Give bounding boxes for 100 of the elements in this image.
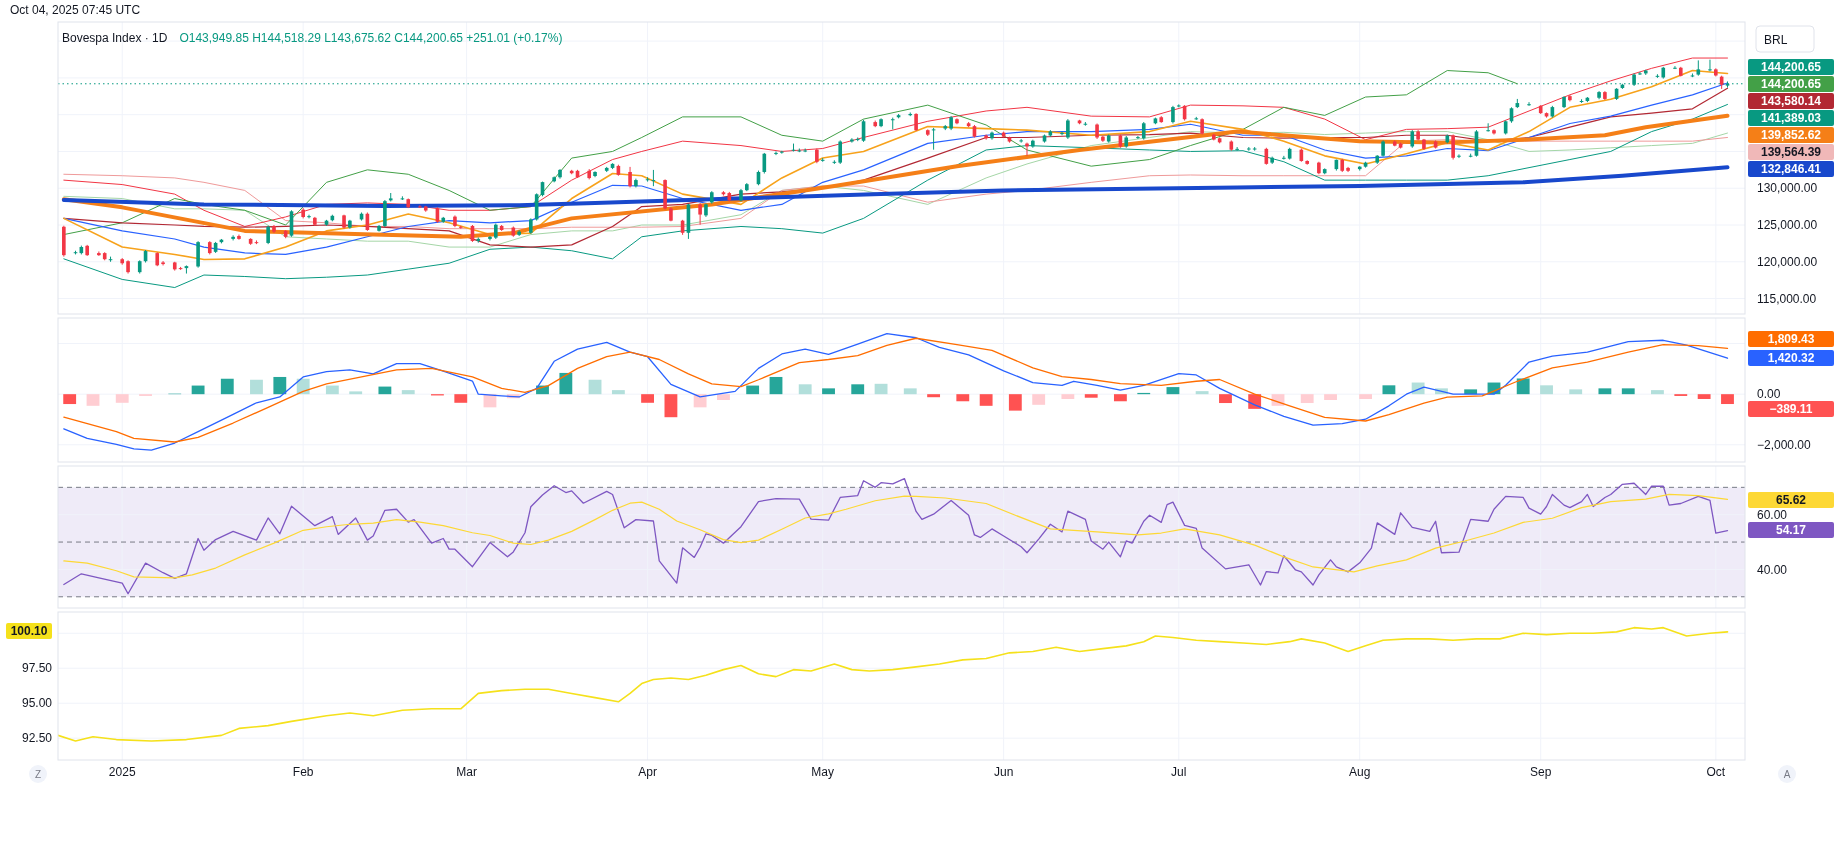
text: 100.10 — [10, 624, 48, 639]
bar — [1084, 394, 1098, 398]
round-button: A — [1778, 765, 1796, 783]
line-series — [63, 57, 1728, 227]
bar — [1359, 394, 1372, 399]
candlestick — [774, 150, 778, 156]
candlestick — [1527, 101, 1531, 107]
x-tick-label: Jul — [1171, 765, 1187, 779]
text: 144,200.65 — [1760, 60, 1822, 75]
text: 139,564.39 — [1760, 145, 1822, 160]
y-tick-label: 97.50 — [21, 661, 53, 676]
bar — [822, 388, 835, 395]
bar — [927, 394, 941, 398]
text: 65.62 — [1775, 493, 1807, 508]
text: −389.11 — [1769, 402, 1813, 417]
line-series — [61, 165, 1730, 208]
text: 144,200.65 — [1760, 77, 1822, 92]
bar — [273, 376, 287, 395]
bar — [746, 385, 760, 395]
x-tick-label: Aug — [1349, 765, 1371, 779]
bar — [250, 379, 263, 395]
bar — [956, 394, 970, 402]
x-tick-label: Jun — [993, 765, 1014, 779]
bar — [588, 379, 602, 395]
y-tick-label: −2,000.00 — [1757, 437, 1812, 452]
candlestick — [161, 260, 165, 266]
bar — [664, 394, 678, 418]
bar — [325, 385, 339, 395]
bar — [1166, 387, 1180, 395]
bar — [1195, 391, 1209, 395]
x-tick-label: Mar — [456, 765, 477, 779]
candlestick — [1066, 118, 1070, 140]
bar — [851, 384, 865, 395]
text: BRL — [1764, 33, 1788, 48]
candlestick — [488, 235, 492, 241]
bar — [1621, 388, 1635, 395]
y-tick-label: 95.00 — [21, 696, 53, 711]
candlestick — [628, 166, 632, 188]
text: 1,420.32 — [1767, 351, 1815, 366]
bar — [1113, 394, 1127, 402]
candlestick — [1235, 146, 1239, 152]
y-tick-label: 120,000.00 — [1757, 254, 1818, 269]
bar — [1697, 394, 1711, 399]
candlestick — [231, 234, 235, 241]
bar — [769, 376, 783, 395]
text: 143,580.14 — [1760, 94, 1822, 109]
y-tick-label: 130,000.00 — [1757, 181, 1818, 196]
candlestick — [1708, 59, 1712, 72]
bar — [611, 390, 625, 395]
line-series — [63, 70, 1518, 236]
text: 1,809.43 — [1767, 332, 1815, 347]
bar — [1540, 385, 1553, 395]
x-tick-label: Sep — [1530, 765, 1552, 779]
bar — [641, 394, 654, 403]
candlestick — [838, 139, 843, 165]
x-tick-label: Apr — [638, 765, 657, 779]
bar — [559, 372, 573, 395]
line-series — [58, 626, 1729, 742]
bar — [1651, 390, 1664, 395]
x-tick-label: May — [811, 765, 835, 779]
bar — [1219, 394, 1232, 404]
text: 54.17 — [1775, 523, 1807, 538]
bar — [1464, 389, 1478, 395]
bar — [717, 394, 730, 400]
bar — [378, 386, 392, 395]
y-tick-label: 115,000.00 — [1757, 291, 1817, 306]
text: 139,852.62 — [1760, 128, 1822, 143]
bar — [349, 391, 363, 395]
line-series — [61, 113, 1730, 239]
bar — [1569, 389, 1583, 395]
line-series — [63, 103, 1728, 289]
text: Oct 04, 2025 07:45 UTC — [10, 3, 141, 17]
bar — [1008, 394, 1022, 411]
bar — [191, 385, 205, 395]
bar — [1324, 394, 1337, 400]
candlestick — [1492, 128, 1496, 136]
bar — [1598, 388, 1612, 395]
line-series — [63, 493, 1729, 579]
bar — [903, 388, 917, 395]
candlestick — [1486, 122, 1490, 133]
candlestick — [97, 250, 101, 257]
candlestick — [1457, 153, 1461, 159]
text: 132,846.41 — [1760, 162, 1822, 177]
bar — [220, 378, 234, 395]
y-tick-label: 125,000.00 — [1757, 218, 1818, 233]
y-tick-label: 60.00 — [1757, 507, 1788, 522]
candlestick — [266, 225, 270, 245]
candlestick — [850, 137, 854, 144]
bar — [798, 384, 812, 395]
bar — [1032, 394, 1046, 405]
bar — [1382, 385, 1396, 395]
bar — [63, 394, 77, 405]
bar — [86, 394, 100, 406]
candlestick — [698, 202, 702, 226]
y-tick-label: 92.50 — [21, 731, 53, 746]
y-tick-label: 0.00 — [1757, 387, 1781, 402]
text: Bovespa Index · 1D — [62, 31, 168, 45]
text: 141,389.03 — [1760, 111, 1822, 126]
bar — [1061, 394, 1075, 399]
x-tick-label: Oct — [1706, 765, 1726, 779]
